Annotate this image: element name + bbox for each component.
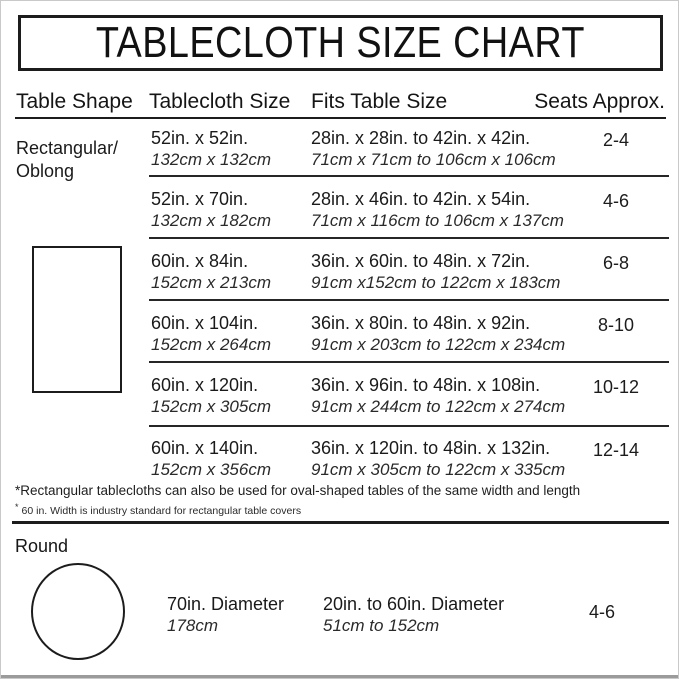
fits-size-cm: 71cm x 116cm to 106cm x 137cm xyxy=(311,211,564,230)
fits-size-in: 36in. x 60in. to 48in. x 72in. xyxy=(311,251,531,271)
cell-tablecloth-size: 52in. x 70in. 132cm x 182cm xyxy=(151,188,271,231)
column-header-fits-table-size: Fits Table Size xyxy=(311,90,448,113)
row-divider xyxy=(149,361,669,363)
cell-seats: 10-12 xyxy=(592,377,640,397)
cell-fits-table-size: 36in. x 96in. to 48in. x 108in. 91cm x 2… xyxy=(311,374,565,417)
footnote-oval-tables: *Rectangular tablecloths can also be use… xyxy=(15,483,581,498)
rectangular-table-shape xyxy=(32,246,122,393)
fits-size-in: 36in. x 120in. to 48in. x 132in. xyxy=(311,438,551,458)
tablecloth-size-in: 52in. x 52in. xyxy=(151,128,249,148)
row-divider xyxy=(149,425,669,427)
fits-size-in: 36in. x 96in. to 48in. x 108in. xyxy=(311,375,541,395)
cell-tablecloth-size: 52in. x 52in. 132cm x 132cm xyxy=(151,127,271,170)
shape-label-line2: Oblong xyxy=(16,161,75,181)
cell-seats: 6-8 xyxy=(602,253,629,273)
footnote-industry-standard-text: 60 in. Width is industry standard for re… xyxy=(21,505,302,517)
cell-fits-table-size: 28in. x 28in. to 42in. x 42in. 71cm x 71… xyxy=(311,127,556,170)
cell-fits-table-size: 36in. x 60in. to 48in. x 72in. 91cm x152… xyxy=(311,250,560,293)
table-row: 60in. x 140in. 152cm x 356cm 36in. x 120… xyxy=(1,437,678,497)
fits-size-cm: 91cm x 244cm to 122cm x 274cm xyxy=(311,397,566,416)
tablecloth-size-in: 60in. x 140in. xyxy=(151,438,259,458)
asterisk-marker: * xyxy=(15,502,19,512)
shape-label-rectangular-oblong: Rectangular/ Oblong xyxy=(16,137,118,183)
cell-tablecloth-size: 70in. Diameter 178cm xyxy=(167,593,284,636)
tablecloth-size-in: 60in. x 84in. xyxy=(151,251,249,271)
fits-size-in: 36in. x 80in. to 48in. x 92in. xyxy=(311,313,531,333)
fits-size-cm: 71cm x 71cm to 106cm x 106cm xyxy=(311,150,556,169)
tablecloth-size-cm: 152cm x 264cm xyxy=(151,335,271,354)
cell-seats: 2-4 xyxy=(602,130,629,150)
fits-size-cm: 51cm to 152cm xyxy=(323,616,440,635)
cell-fits-table-size: 28in. x 46in. to 42in. x 54in. 71cm x 11… xyxy=(311,188,564,231)
cell-fits-table-size: 20in. to 60in. Diameter 51cm to 152cm xyxy=(323,593,504,636)
table-row: 52in. x 70in. 132cm x 182cm 28in. x 46in… xyxy=(1,188,678,248)
tablecloth-size-in: 60in. x 104in. xyxy=(151,313,259,333)
page-title: TABLECLOTH SIZE CHART xyxy=(95,18,586,67)
cell-tablecloth-size: 60in. x 120in. 152cm x 305cm xyxy=(151,374,271,417)
table-row: 52in. x 52in. 132cm x 132cm 28in. x 28in… xyxy=(1,127,678,187)
column-header-table-shape: Table Shape xyxy=(16,90,133,113)
cell-seats: 4-6 xyxy=(602,191,629,211)
title-box: TABLECLOTH SIZE CHART xyxy=(18,15,663,71)
table-row: 60in. x 84in. 152cm x 213cm 36in. x 60in… xyxy=(1,250,678,310)
tablecloth-size-cm: 152cm x 305cm xyxy=(151,397,271,416)
row-divider xyxy=(149,175,669,177)
cell-seats: 4-6 xyxy=(588,602,615,622)
column-header-seats-approx: Seats Approx. xyxy=(534,90,665,113)
header-divider xyxy=(15,117,666,119)
cell-seats: 12-14 xyxy=(592,440,640,460)
cell-tablecloth-size: 60in. x 140in. 152cm x 356cm xyxy=(151,437,271,480)
footnote-industry-standard: * 60 in. Width is industry standard for r… xyxy=(15,502,301,517)
row-divider xyxy=(149,299,669,301)
tablecloth-size-cm: 152cm x 213cm xyxy=(151,273,271,292)
tablecloth-size-cm: 132cm x 132cm xyxy=(151,150,271,169)
table-row: 60in. x 104in. 152cm x 264cm 36in. x 80i… xyxy=(1,312,678,372)
fits-size-cm: 91cm x 305cm to 122cm x 335cm xyxy=(311,460,566,479)
bottom-border-bar xyxy=(1,675,678,678)
fits-size-cm: 91cm x152cm to 122cm x 183cm xyxy=(311,273,561,292)
tablecloth-size-cm: 132cm x 182cm xyxy=(151,211,271,230)
table-row: 60in. x 120in. 152cm x 305cm 36in. x 96i… xyxy=(1,374,678,434)
tablecloth-size-in: 52in. x 70in. xyxy=(151,189,249,209)
tablecloth-size-cm: 152cm x 356cm xyxy=(151,460,271,479)
fits-size-in: 20in. to 60in. Diameter xyxy=(323,594,505,614)
tablecloth-size-in: 70in. Diameter xyxy=(167,594,285,614)
tablecloth-size-cm: 178cm xyxy=(167,616,219,635)
cell-fits-table-size: 36in. x 120in. to 48in. x 132in. 91cm x … xyxy=(311,437,565,480)
row-divider xyxy=(149,237,669,239)
cell-seats: 8-10 xyxy=(597,315,635,335)
round-table-shape xyxy=(31,563,125,660)
table-row: 70in. Diameter 178cm 20in. to 60in. Diam… xyxy=(1,593,678,643)
cell-fits-table-size: 36in. x 80in. to 48in. x 92in. 91cm x 20… xyxy=(311,312,565,355)
shape-label-round: Round xyxy=(15,536,69,556)
tablecloth-size-in: 60in. x 120in. xyxy=(151,375,259,395)
cell-tablecloth-size: 60in. x 104in. 152cm x 264cm xyxy=(151,312,271,355)
fits-size-in: 28in. x 46in. to 42in. x 54in. xyxy=(311,189,531,209)
fits-size-in: 28in. x 28in. to 42in. x 42in. xyxy=(311,128,531,148)
cell-tablecloth-size: 60in. x 84in. 152cm x 213cm xyxy=(151,250,271,293)
fits-size-cm: 91cm x 203cm to 122cm x 234cm xyxy=(311,335,566,354)
section-divider xyxy=(12,521,669,524)
shape-label-line1: Rectangular/ xyxy=(16,138,119,158)
column-header-tablecloth-size: Tablecloth Size xyxy=(149,90,291,113)
